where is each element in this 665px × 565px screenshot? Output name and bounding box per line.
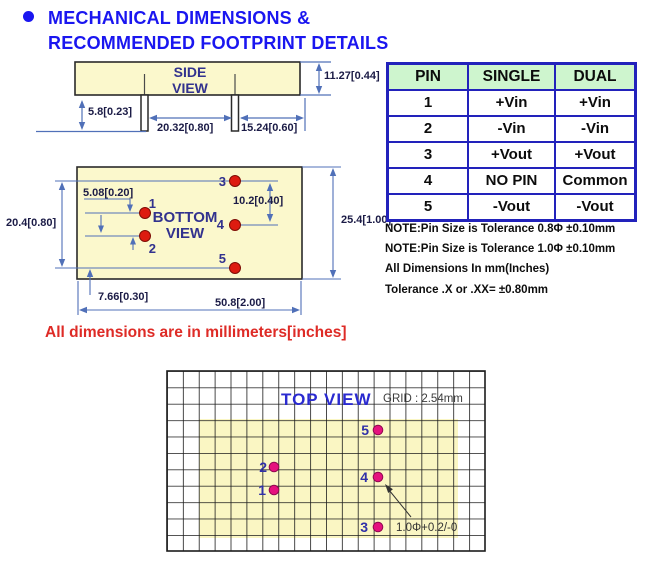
top-view-pins xyxy=(268,424,384,533)
bottom-pin-label-4: 4 xyxy=(217,217,225,232)
dim-bottom-edge-offset: 7.66[0.30] xyxy=(98,291,148,303)
table-row-cell: +Vin xyxy=(555,90,635,116)
bottom-pin-label-3: 3 xyxy=(219,174,226,189)
pin-diameter-annotation: 1.0Φ+0.2/-0 xyxy=(396,522,457,534)
top-pin-label-3: 3 xyxy=(360,519,368,535)
side-view-dimension-lines xyxy=(36,61,331,133)
table-header-pin: PIN xyxy=(388,64,468,90)
top-view-label: TOP VIEW xyxy=(281,390,372,409)
top-pin-label-1: 1 xyxy=(258,482,266,498)
bottom-pin-label-5: 5 xyxy=(219,251,226,266)
bottom-view-arrowheads xyxy=(58,168,337,314)
dim-bottom-row-offset: 5.08[0.20] xyxy=(83,187,133,199)
dim-side-pin-to-edge: 15.24[0.60] xyxy=(241,122,298,134)
side-view-pin-left xyxy=(140,94,149,132)
footprint-pin-5 xyxy=(372,424,384,436)
table-row-cell: +Vout xyxy=(468,142,555,168)
dim-side-pin-pitch: 20.32[0.80] xyxy=(157,122,214,134)
table-row-pin: 5 xyxy=(388,194,468,220)
top-pin-label-2: 2 xyxy=(259,459,267,475)
table-row-cell: NO PIN xyxy=(468,168,555,194)
pin-4-pad xyxy=(229,219,241,231)
dimensions-units-footnote: All dimensions are in millimeters[inches… xyxy=(45,324,347,341)
table-row-cell: +Vout xyxy=(555,142,635,168)
table-row-pin: 4 xyxy=(388,168,468,194)
table-header-dual: DUAL xyxy=(555,64,635,90)
bottom-view-label-line1: BOTTOM xyxy=(153,209,218,226)
side-view-body xyxy=(74,61,301,96)
bottom-view-pins xyxy=(139,175,241,274)
side-view-pin-right xyxy=(230,94,240,132)
side-view-arrowheads xyxy=(78,63,323,130)
bottom-view-label-line2: VIEW xyxy=(166,225,205,242)
footprint-pin-3 xyxy=(372,521,384,533)
table-row-cell: -Vout xyxy=(555,194,635,220)
bottom-pin-label-2: 2 xyxy=(149,241,156,256)
dim-side-pin-length: 5.8[0.23] xyxy=(88,106,132,118)
pin-diameter-leader-line xyxy=(388,489,412,518)
top-view-diagram: TOP VIEW GRID : 2.54mm 1 2 3 4 5 1.0Φ+0.… xyxy=(166,370,486,552)
table-header-single: SINGLE xyxy=(468,64,555,90)
footprint-pin-2 xyxy=(268,461,280,473)
table-row-pin: 2 xyxy=(388,116,468,142)
dim-bottom-pin3-pin4: 10.2[0.40] xyxy=(233,195,283,207)
dim-bottom-body-width: 50.8[2.00] xyxy=(215,297,265,309)
note-dimensions-units: All Dimensions In mm(Inches) xyxy=(385,263,550,275)
bottom-pin-label-1: 1 xyxy=(149,196,156,211)
note-tolerance: Tolerance .X or .XX= ±0.80mm xyxy=(385,284,549,296)
table-row-cell: -Vin xyxy=(468,116,555,142)
table-row-cell: Common xyxy=(555,168,635,194)
top-pin-label-5: 5 xyxy=(361,422,369,438)
side-view-label-line1: SIDE xyxy=(174,64,207,80)
top-pin-label-4: 4 xyxy=(360,469,368,485)
page-title-line1: MECHANICAL DIMENSIONS & xyxy=(48,8,311,28)
footprint-pin-1 xyxy=(268,484,280,496)
pin-diameter-leader-arrowhead xyxy=(385,484,393,493)
bottom-view-dimension-lines xyxy=(55,166,341,315)
bottom-view-diagram: 1 2 3 4 5 BOTTOM VIEW 5.08[0.20] 20.4[0.… xyxy=(6,166,391,315)
side-view-diagram: SIDE VIEW 11.27[0.44] 5.8[0.23] 20.32[0 xyxy=(36,61,380,134)
dim-bottom-pin-span: 20.4[0.80] xyxy=(6,217,56,229)
table-row-pin: 1 xyxy=(388,90,468,116)
pin-function-table: PIN SINGLE DUAL 1 +Vin +Vin 2 -Vin -Vin … xyxy=(386,62,637,222)
page-title-line2: RECOMMENDED FOOTPRINT DETAILS xyxy=(48,33,389,53)
table-row-cell: -Vin xyxy=(555,116,635,142)
pin-3-pad xyxy=(229,175,241,187)
table-row-pin: 3 xyxy=(388,142,468,168)
footprint-pin-4 xyxy=(372,471,384,483)
pin-1-pad xyxy=(139,207,151,219)
grid-pitch-label: GRID : 2.54mm xyxy=(383,393,463,405)
side-view-label-line2: VIEW xyxy=(172,80,209,96)
title-bullet-icon xyxy=(23,11,34,22)
note-pin-size-tolerance-10: NOTE:Pin Size is Tolerance 1.0Φ ±0.10mm xyxy=(385,243,616,255)
bottom-view-body xyxy=(76,166,303,280)
pin-5-pad xyxy=(229,262,241,274)
pin-2-pad xyxy=(139,230,151,242)
dim-side-body-height: 11.27[0.44] xyxy=(324,70,380,82)
note-pin-size-tolerance-08: NOTE:Pin Size is Tolerance 0.8Φ ±0.10mm xyxy=(385,223,616,235)
table-row-cell: +Vin xyxy=(468,90,555,116)
dim-bottom-body-depth: 25.4[1.00] xyxy=(341,214,391,226)
table-row-cell: -Vout xyxy=(468,194,555,220)
footprint-grid xyxy=(166,370,486,552)
